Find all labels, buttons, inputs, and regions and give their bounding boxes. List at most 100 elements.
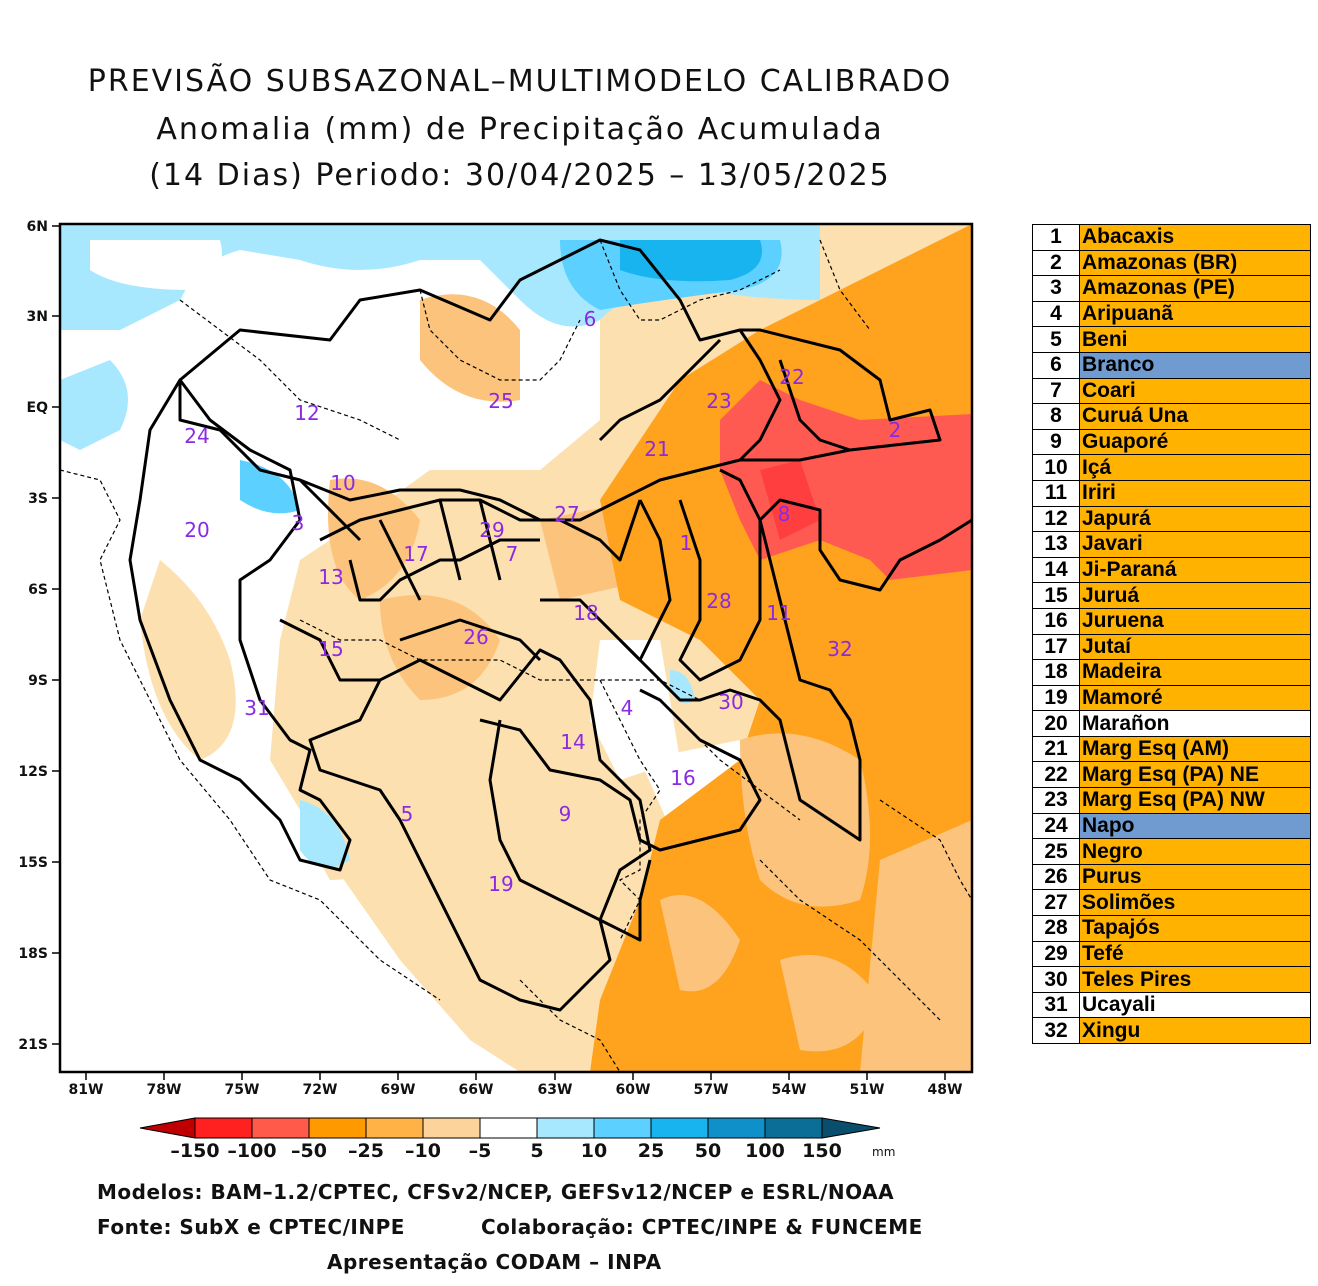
basin-label-20: 20 — [184, 518, 209, 542]
legend-basin-name: Aripuanã — [1079, 300, 1311, 328]
basin-label-23: 23 — [706, 389, 731, 413]
legend-basin-name: Abacaxis — [1079, 224, 1311, 251]
basin-label-18: 18 — [573, 601, 598, 625]
legend-number: 11 — [1032, 479, 1080, 507]
lat-tick-label: 15S — [18, 855, 48, 871]
basin-label-28: 28 — [706, 589, 731, 613]
basin-label-10: 10 — [330, 471, 355, 495]
colorbar-tick-label: –100 — [227, 1140, 276, 1162]
legend-number: 30 — [1032, 966, 1080, 993]
lon-tick-label: 57W — [694, 1082, 729, 1098]
legend-number: 25 — [1032, 838, 1080, 865]
legend-number: 14 — [1032, 556, 1080, 584]
lat-tick-label: 21S — [18, 1037, 48, 1053]
legend-basin-name: Amazonas (BR) — [1079, 249, 1311, 277]
colorbar-tick-label: –25 — [348, 1140, 384, 1162]
legend-basin-name: Beni — [1079, 326, 1311, 353]
lon-tick-label: 51W — [850, 1082, 885, 1098]
lat-tick-label: 3N — [27, 309, 48, 325]
legend-row: 8 Curuá Una — [1032, 403, 1311, 430]
lat-tick-label: 12S — [18, 764, 48, 780]
legend-row: 31 Ucayali — [1032, 991, 1311, 1019]
legend-row: 24 Napo — [1032, 812, 1311, 840]
legend-basin-name: Ucayali — [1079, 991, 1311, 1019]
map-title-line-2: Anomalia (mm) de Precipitação Acumulada — [156, 112, 884, 147]
lon-tick-label: 69W — [381, 1082, 416, 1098]
basin-label-15: 15 — [318, 637, 343, 661]
colorbar-bin — [650, 1117, 709, 1139]
colorbar-bin — [479, 1117, 538, 1139]
basin-label-32: 32 — [827, 637, 852, 661]
basin-label-3: 3 — [292, 511, 305, 535]
legend-row: 5 Beni — [1032, 326, 1311, 353]
colorbar-bin — [194, 1117, 253, 1139]
basin-label-26: 26 — [463, 625, 488, 649]
basin-label-11: 11 — [766, 601, 791, 625]
legend-number: 7 — [1032, 377, 1080, 405]
basin-label-19: 19 — [488, 872, 513, 896]
colorbar-bin — [707, 1117, 766, 1139]
legend-basin-name: Marg Esq (AM) — [1079, 735, 1311, 763]
basin-label-1: 1 — [680, 531, 693, 555]
legend-basin-name: Juruá — [1079, 582, 1311, 609]
legend-number: 29 — [1032, 940, 1080, 968]
legend-number: 31 — [1032, 991, 1080, 1019]
colorbar-arrow-low — [139, 1117, 196, 1139]
colorbar-arrow-high — [821, 1117, 881, 1139]
footer-presentation: Apresentação CODAM – INPA — [327, 1250, 662, 1274]
colorbar-tick-label: 5 — [530, 1140, 543, 1162]
lat-tick-label: 6N — [27, 219, 48, 235]
basin-label-4: 4 — [621, 696, 634, 720]
basin-label-30: 30 — [718, 690, 743, 714]
legend-basin-name: Marg Esq (PA) NW — [1079, 787, 1311, 814]
legend-basin-name: Solimões — [1079, 889, 1311, 917]
legend-row: 9 Guaporé — [1032, 428, 1311, 456]
colorbar-tick-label: 10 — [581, 1140, 607, 1162]
legend-number: 22 — [1032, 761, 1080, 789]
legend-number: 13 — [1032, 531, 1080, 558]
legend-basin-name: Marg Esq (PA) NE — [1079, 761, 1311, 789]
basin-label-8: 8 — [778, 502, 791, 526]
basin-label-31: 31 — [244, 696, 269, 720]
legend-row: 2 Amazonas (BR) — [1032, 249, 1311, 277]
legend-row: 26 Purus — [1032, 863, 1311, 891]
basin-labels: 1234567891011121314151617181920212223242… — [184, 307, 901, 896]
legend-basin-name: Curuá Una — [1079, 403, 1311, 430]
basin-legend-table: 1 Abacaxis 2 Amazonas (BR) 3 Amazonas (PE) 4 Ar… — [1032, 224, 1311, 1044]
basin-label-22: 22 — [779, 365, 804, 389]
legend-number: 27 — [1032, 889, 1080, 917]
legend-number: 20 — [1032, 710, 1080, 737]
legend-basin-name: Mamoré — [1079, 684, 1311, 712]
legend-number: 2 — [1032, 249, 1080, 277]
basin-label-16: 16 — [670, 766, 695, 790]
legend-row: 21 Marg Esq (AM) — [1032, 735, 1311, 763]
legend-basin-name: Tefé — [1079, 940, 1311, 968]
legend-row: 23 Marg Esq (PA) NW — [1032, 787, 1311, 814]
colorbar-bin — [422, 1117, 481, 1139]
legend-basin-name: Marañon — [1079, 710, 1311, 737]
basin-label-29: 29 — [479, 518, 504, 542]
lat-tick-label: 9S — [28, 673, 48, 689]
lat-tick-label: 18S — [18, 946, 48, 962]
basin-label-7: 7 — [506, 542, 519, 566]
colorbar-tick-label: 50 — [695, 1140, 721, 1162]
legend-number: 1 — [1032, 224, 1080, 251]
basin-label-17: 17 — [403, 542, 428, 566]
colorbar-bin — [251, 1117, 310, 1139]
legend-number: 18 — [1032, 659, 1080, 686]
colorbar-unit: mm — [872, 1145, 895, 1159]
legend-basin-name: Purus — [1079, 863, 1311, 891]
lon-tick-label: 81W — [69, 1082, 104, 1098]
legend-row: 19 Mamoré — [1032, 684, 1311, 712]
legend-basin-name: Coari — [1079, 377, 1311, 405]
legend-row: 18 Madeira — [1032, 659, 1311, 686]
colorbar-tick-label: –5 — [469, 1140, 492, 1162]
legend-row: 16 Juruena — [1032, 607, 1311, 635]
legend-number: 6 — [1032, 351, 1080, 379]
legend-row: 28 Tapajós — [1032, 915, 1311, 942]
colorbar: –150 –100 –50 –25 –10 –5 5 10 25 50 100 150 — [139, 1117, 881, 1162]
legend-row: 30 Teles Pires — [1032, 966, 1311, 993]
colorbar-tick-label: 150 — [802, 1140, 842, 1162]
legend-row: 22 Marg Esq (PA) NE — [1032, 761, 1311, 789]
legend-basin-name: Napo — [1079, 812, 1311, 840]
